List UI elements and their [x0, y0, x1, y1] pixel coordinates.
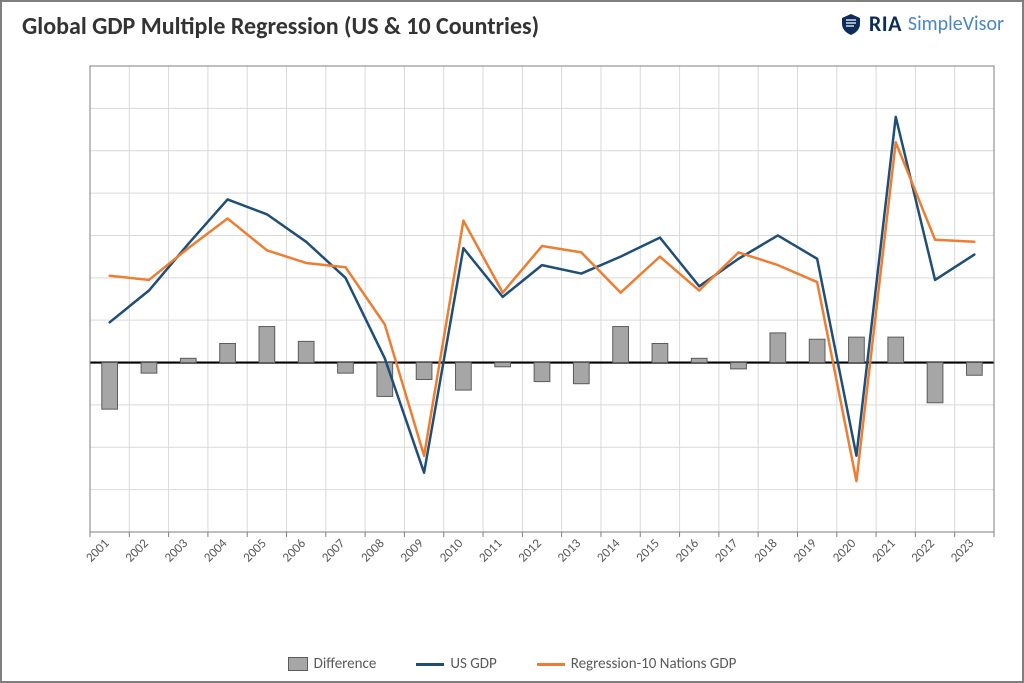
legend: Difference US GDP Regression-10 Nations … — [2, 655, 1022, 673]
logo-ria-text: RIA — [869, 10, 902, 37]
svg-text:2017: 2017 — [712, 536, 742, 566]
chart-title: Global GDP Multiple Regression (US & 10 … — [22, 12, 539, 41]
svg-text:2022: 2022 — [909, 536, 939, 566]
svg-text:2018: 2018 — [751, 536, 781, 566]
legend-swatch-line-us — [416, 663, 444, 666]
legend-swatch-line-reg — [537, 663, 565, 666]
svg-text:2002: 2002 — [123, 536, 153, 566]
plot-svg: -4.00%-3.00%-2.00%-1.00%0.00%1.00%2.00%3… — [82, 62, 1002, 592]
logo-simplevisor-text: SimpleVisor — [908, 12, 1004, 36]
svg-text:2012: 2012 — [516, 536, 546, 566]
svg-text:2011: 2011 — [476, 536, 505, 565]
legend-swatch-bar — [288, 657, 308, 671]
svg-text:2019: 2019 — [791, 536, 821, 566]
legend-label-difference: Difference — [314, 655, 377, 673]
chart-container: Global GDP Multiple Regression (US & 10 … — [0, 0, 1024, 683]
svg-text:2021: 2021 — [869, 536, 898, 565]
svg-text:2013: 2013 — [555, 536, 585, 566]
legend-label-regression: Regression-10 Nations GDP — [571, 655, 737, 673]
legend-item-regression: Regression-10 Nations GDP — [537, 655, 737, 673]
svg-text:2004: 2004 — [201, 536, 231, 566]
svg-text:2006: 2006 — [280, 536, 310, 566]
svg-text:2020: 2020 — [830, 536, 860, 566]
svg-text:2003: 2003 — [162, 536, 192, 566]
svg-text:2023: 2023 — [948, 536, 978, 566]
svg-text:2015: 2015 — [633, 536, 662, 565]
svg-text:2009: 2009 — [398, 536, 428, 566]
shield-icon — [839, 12, 863, 36]
svg-text:2008: 2008 — [358, 536, 388, 566]
svg-text:2014: 2014 — [594, 536, 624, 566]
svg-text:2007: 2007 — [319, 536, 349, 566]
legend-item-difference: Difference — [288, 655, 377, 673]
svg-text:2005: 2005 — [240, 536, 269, 565]
legend-item-usgdp: US GDP — [416, 655, 496, 673]
legend-label-usgdp: US GDP — [450, 655, 496, 673]
svg-text:2001: 2001 — [83, 536, 112, 565]
svg-text:2010: 2010 — [437, 536, 467, 566]
svg-text:2016: 2016 — [673, 536, 703, 566]
logo: RIA SimpleVisor — [839, 10, 1004, 37]
